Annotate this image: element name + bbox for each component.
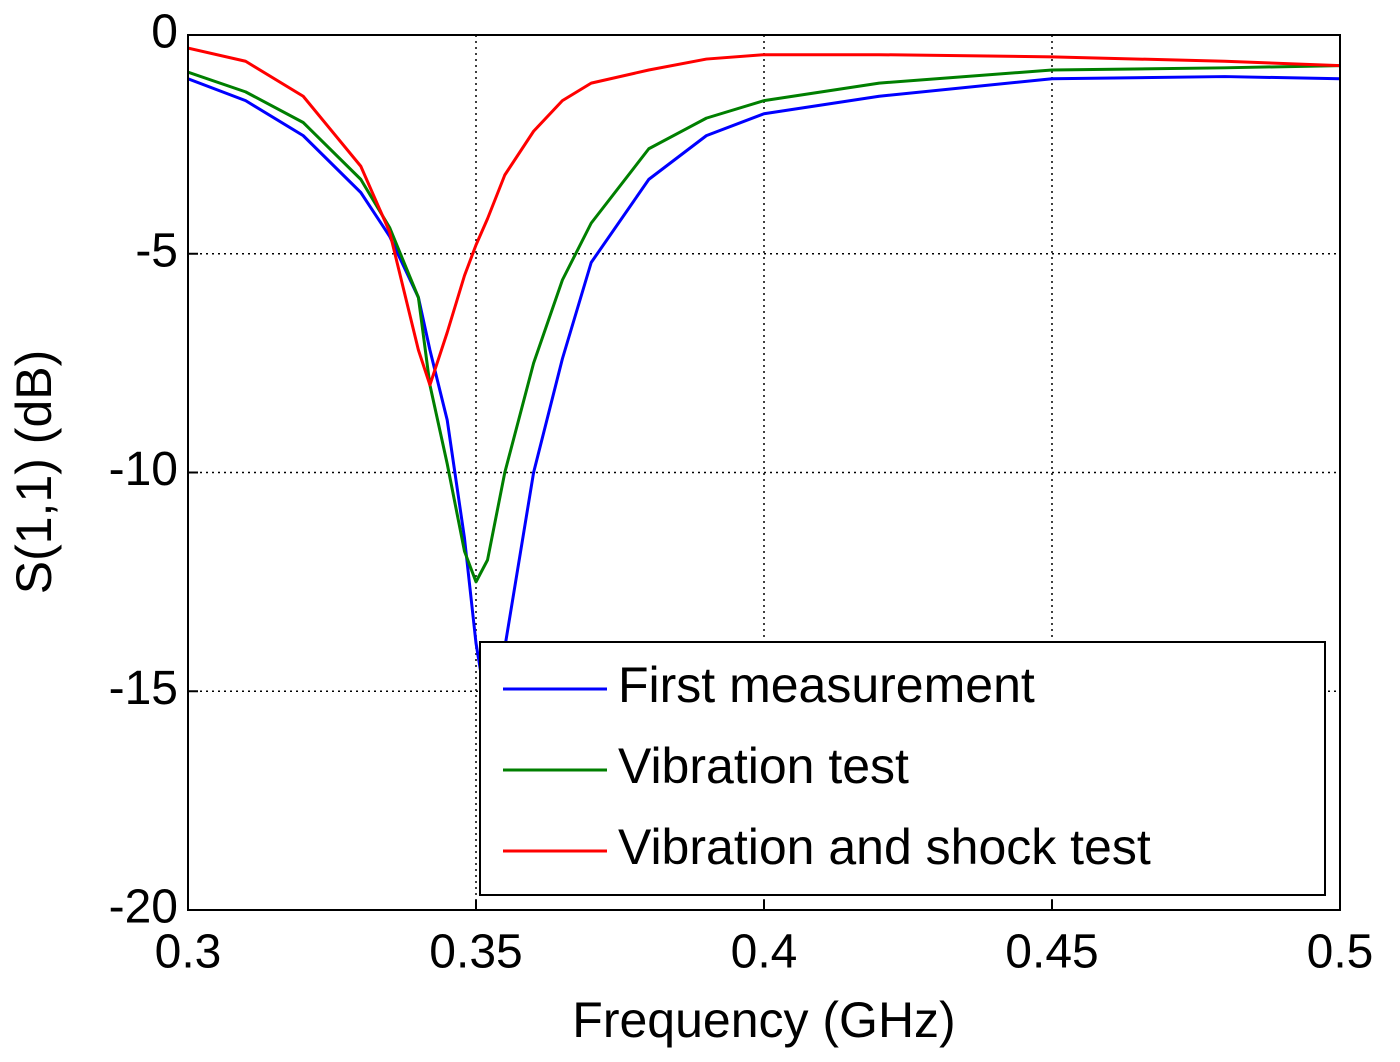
plot-frame	[187, 34, 1341, 911]
data-line	[188, 46, 1340, 387]
legend-label: Vibration test	[618, 738, 909, 794]
y-tick-label: -20	[109, 881, 178, 934]
x-tick-label: 0.3	[155, 926, 222, 979]
y-axis-label: S(1,1) (dB)	[6, 350, 62, 595]
legend-label: First measurement	[618, 657, 1035, 713]
data-line	[188, 64, 1340, 584]
x-tick-label: 0.35	[429, 926, 522, 979]
legend-box	[479, 641, 1326, 896]
x-axis-label: Frequency (GHz)	[572, 992, 955, 1048]
y-tick-label: -10	[109, 443, 178, 496]
x-tick-label: 0.5	[1307, 926, 1374, 979]
y-tick-label: -15	[109, 662, 178, 715]
x-tick-label: 0.45	[1005, 926, 1098, 979]
y-tick-label: -5	[135, 224, 178, 277]
y-tick-label: 0	[151, 6, 178, 59]
x-tick-label: 0.4	[731, 926, 798, 979]
legend-label: Vibration and shock test	[618, 819, 1151, 875]
